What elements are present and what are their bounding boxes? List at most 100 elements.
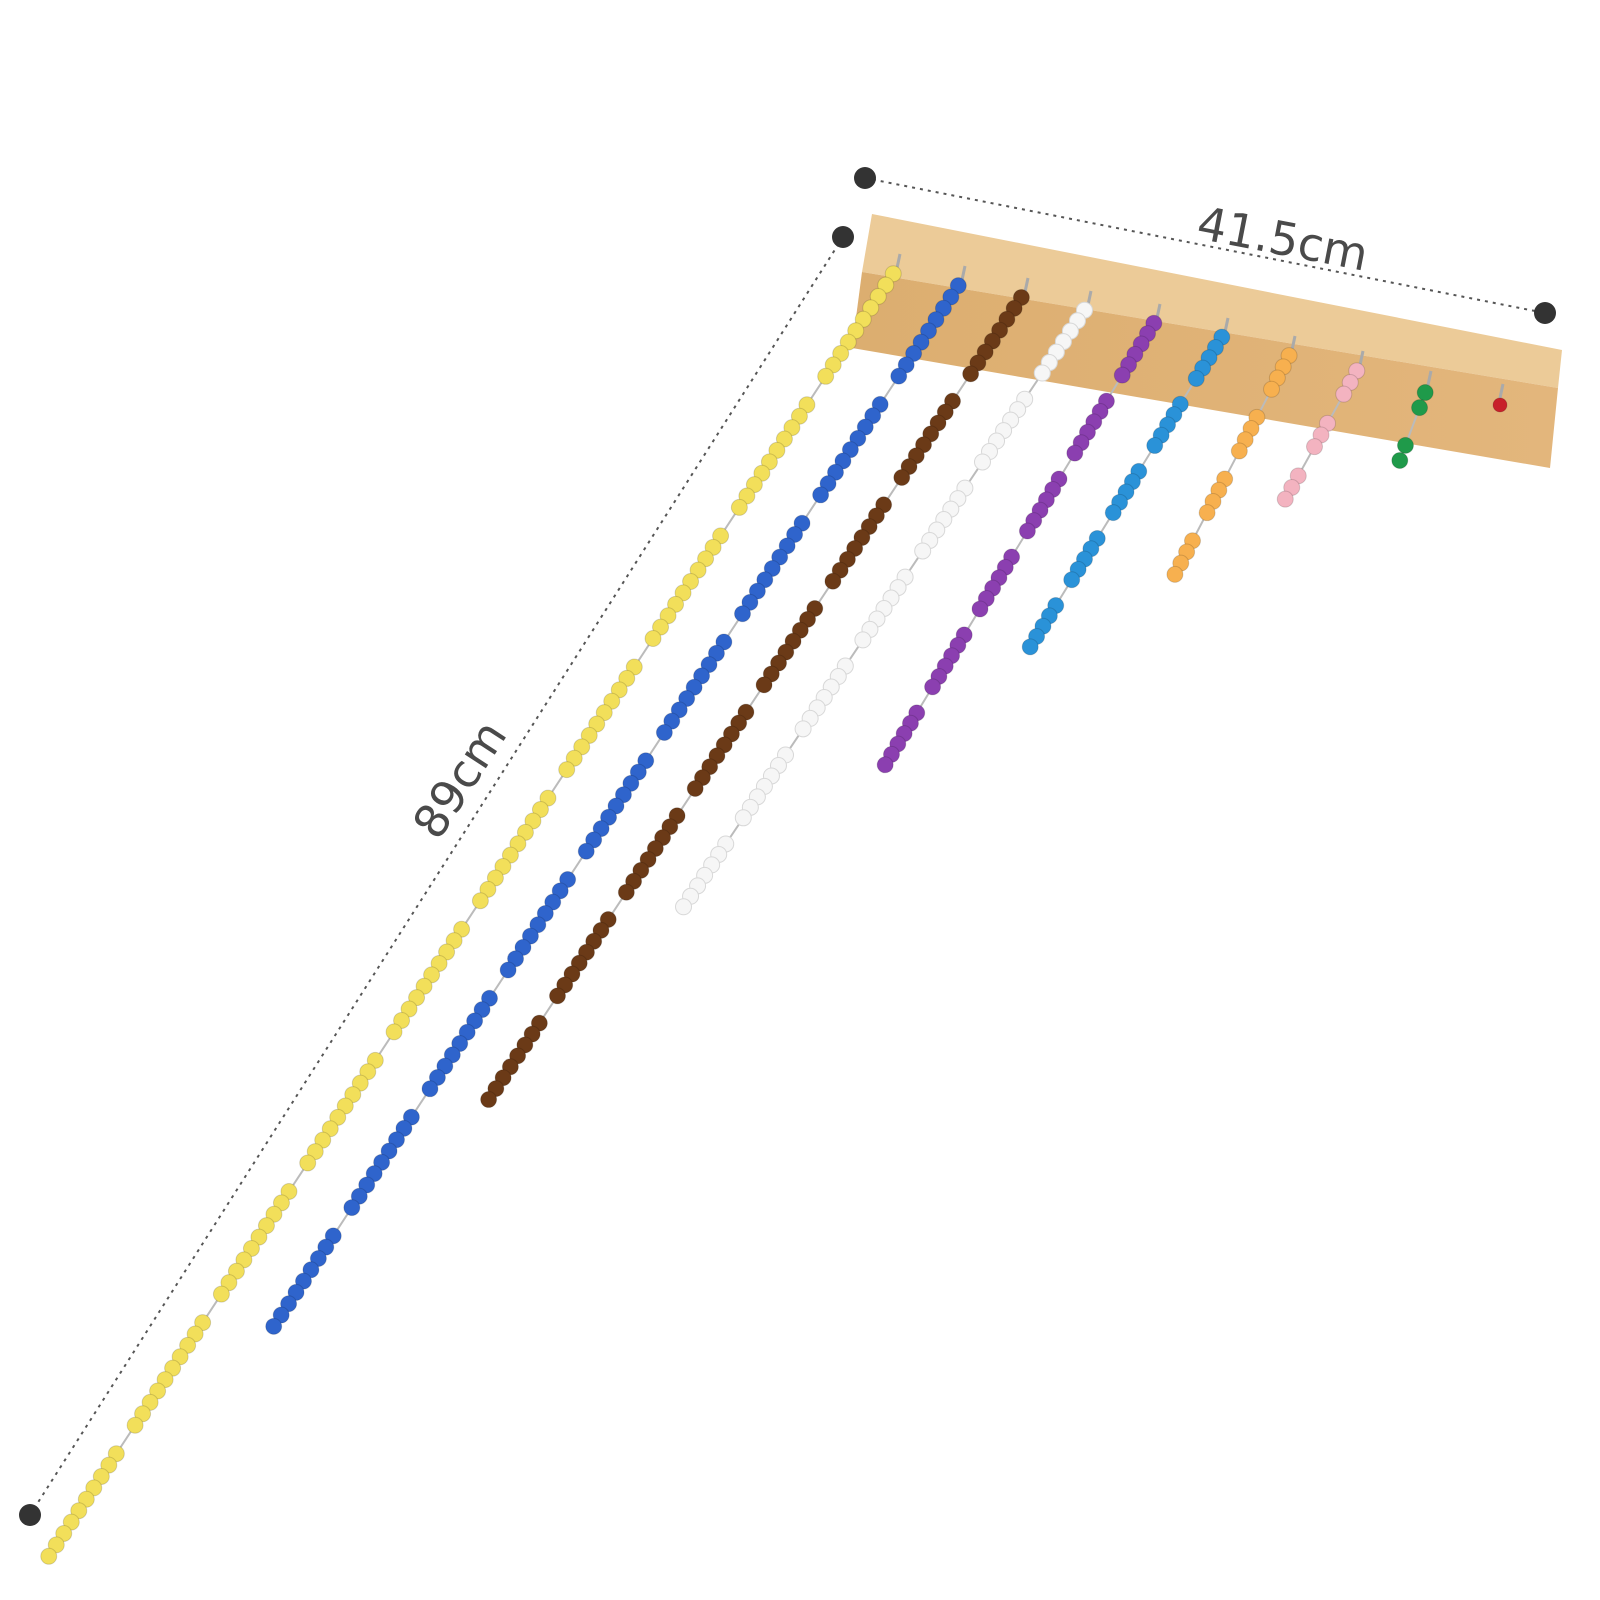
bead (841, 441, 859, 459)
bead (745, 476, 763, 494)
bead (644, 630, 662, 648)
bead (494, 858, 512, 876)
bead (1018, 522, 1036, 540)
bead (712, 527, 730, 545)
bead (481, 989, 499, 1007)
bead (588, 715, 606, 733)
bead (220, 1274, 238, 1292)
bead (100, 1456, 118, 1474)
bead (617, 883, 635, 901)
bead-chain (1391, 370, 1434, 469)
bead (1335, 385, 1353, 403)
bead (365, 1165, 383, 1183)
bead (516, 823, 534, 841)
bead (428, 1068, 446, 1086)
bead (1396, 436, 1414, 454)
bead (670, 701, 688, 719)
bead (294, 1272, 312, 1290)
bead (1230, 442, 1248, 460)
bead (280, 1182, 298, 1200)
bead (876, 756, 894, 774)
bead (1033, 364, 1051, 382)
bead (529, 916, 547, 934)
bead (551, 882, 569, 900)
bead (171, 1348, 189, 1366)
bead (536, 904, 554, 922)
bead (862, 299, 880, 317)
bead (748, 582, 766, 600)
bead (227, 1262, 245, 1280)
bead (618, 669, 636, 687)
bead (600, 808, 618, 826)
bead (250, 1228, 268, 1246)
bead (854, 631, 872, 649)
bead (871, 395, 889, 413)
bead (265, 1205, 283, 1223)
bead (385, 1023, 403, 1041)
bead (314, 1131, 332, 1149)
bead (366, 1051, 384, 1069)
bead (595, 704, 613, 722)
bead (753, 464, 771, 482)
bead (373, 1153, 391, 1171)
length-label: 89cm (402, 711, 517, 848)
bead (453, 920, 471, 938)
bead (149, 1382, 167, 1400)
bead (580, 726, 598, 744)
bead (707, 644, 725, 662)
bead-chain (265, 265, 967, 1335)
bead (962, 365, 980, 383)
bead (302, 1261, 320, 1279)
width-dimension-endpoint (1534, 302, 1556, 324)
bead (402, 1108, 420, 1126)
wooden-rack (852, 214, 1562, 468)
bead (280, 1295, 298, 1313)
bead (700, 656, 718, 674)
length-dimension-endpoint (19, 1504, 41, 1526)
hook (1290, 335, 1297, 351)
bead-chain (40, 253, 902, 1565)
bead (1306, 438, 1323, 456)
bead (834, 452, 852, 470)
bead (565, 749, 583, 767)
bead (655, 723, 673, 741)
bead (458, 1023, 476, 1041)
bead (336, 1097, 354, 1115)
hook (960, 265, 967, 281)
bead (1066, 444, 1084, 462)
bead (134, 1405, 152, 1423)
bead (471, 892, 489, 910)
bead (509, 835, 527, 853)
bead (730, 498, 748, 516)
bead (473, 1001, 491, 1019)
bead (306, 1143, 324, 1161)
bead (235, 1251, 253, 1269)
bead (760, 453, 778, 471)
bead (451, 1035, 469, 1053)
bead (395, 1119, 413, 1137)
bead (164, 1359, 182, 1377)
bead (321, 1120, 339, 1138)
bead (1492, 397, 1508, 413)
bead (558, 761, 576, 779)
bead (272, 1306, 290, 1324)
bead (585, 831, 603, 849)
bead (610, 681, 628, 699)
bead (1263, 380, 1281, 398)
bead (544, 893, 562, 911)
bead (179, 1336, 197, 1354)
bead (77, 1490, 95, 1508)
bead (436, 1057, 454, 1075)
bead (607, 797, 625, 815)
bead (832, 345, 850, 363)
bead (257, 1217, 275, 1235)
bead (890, 367, 908, 385)
bead (186, 1325, 204, 1343)
bead (827, 463, 845, 481)
bead (1411, 399, 1429, 417)
bead (524, 812, 542, 830)
bead-chain (1492, 383, 1508, 413)
bead-chain (876, 303, 1163, 774)
bead (577, 842, 595, 860)
bead (445, 932, 463, 950)
